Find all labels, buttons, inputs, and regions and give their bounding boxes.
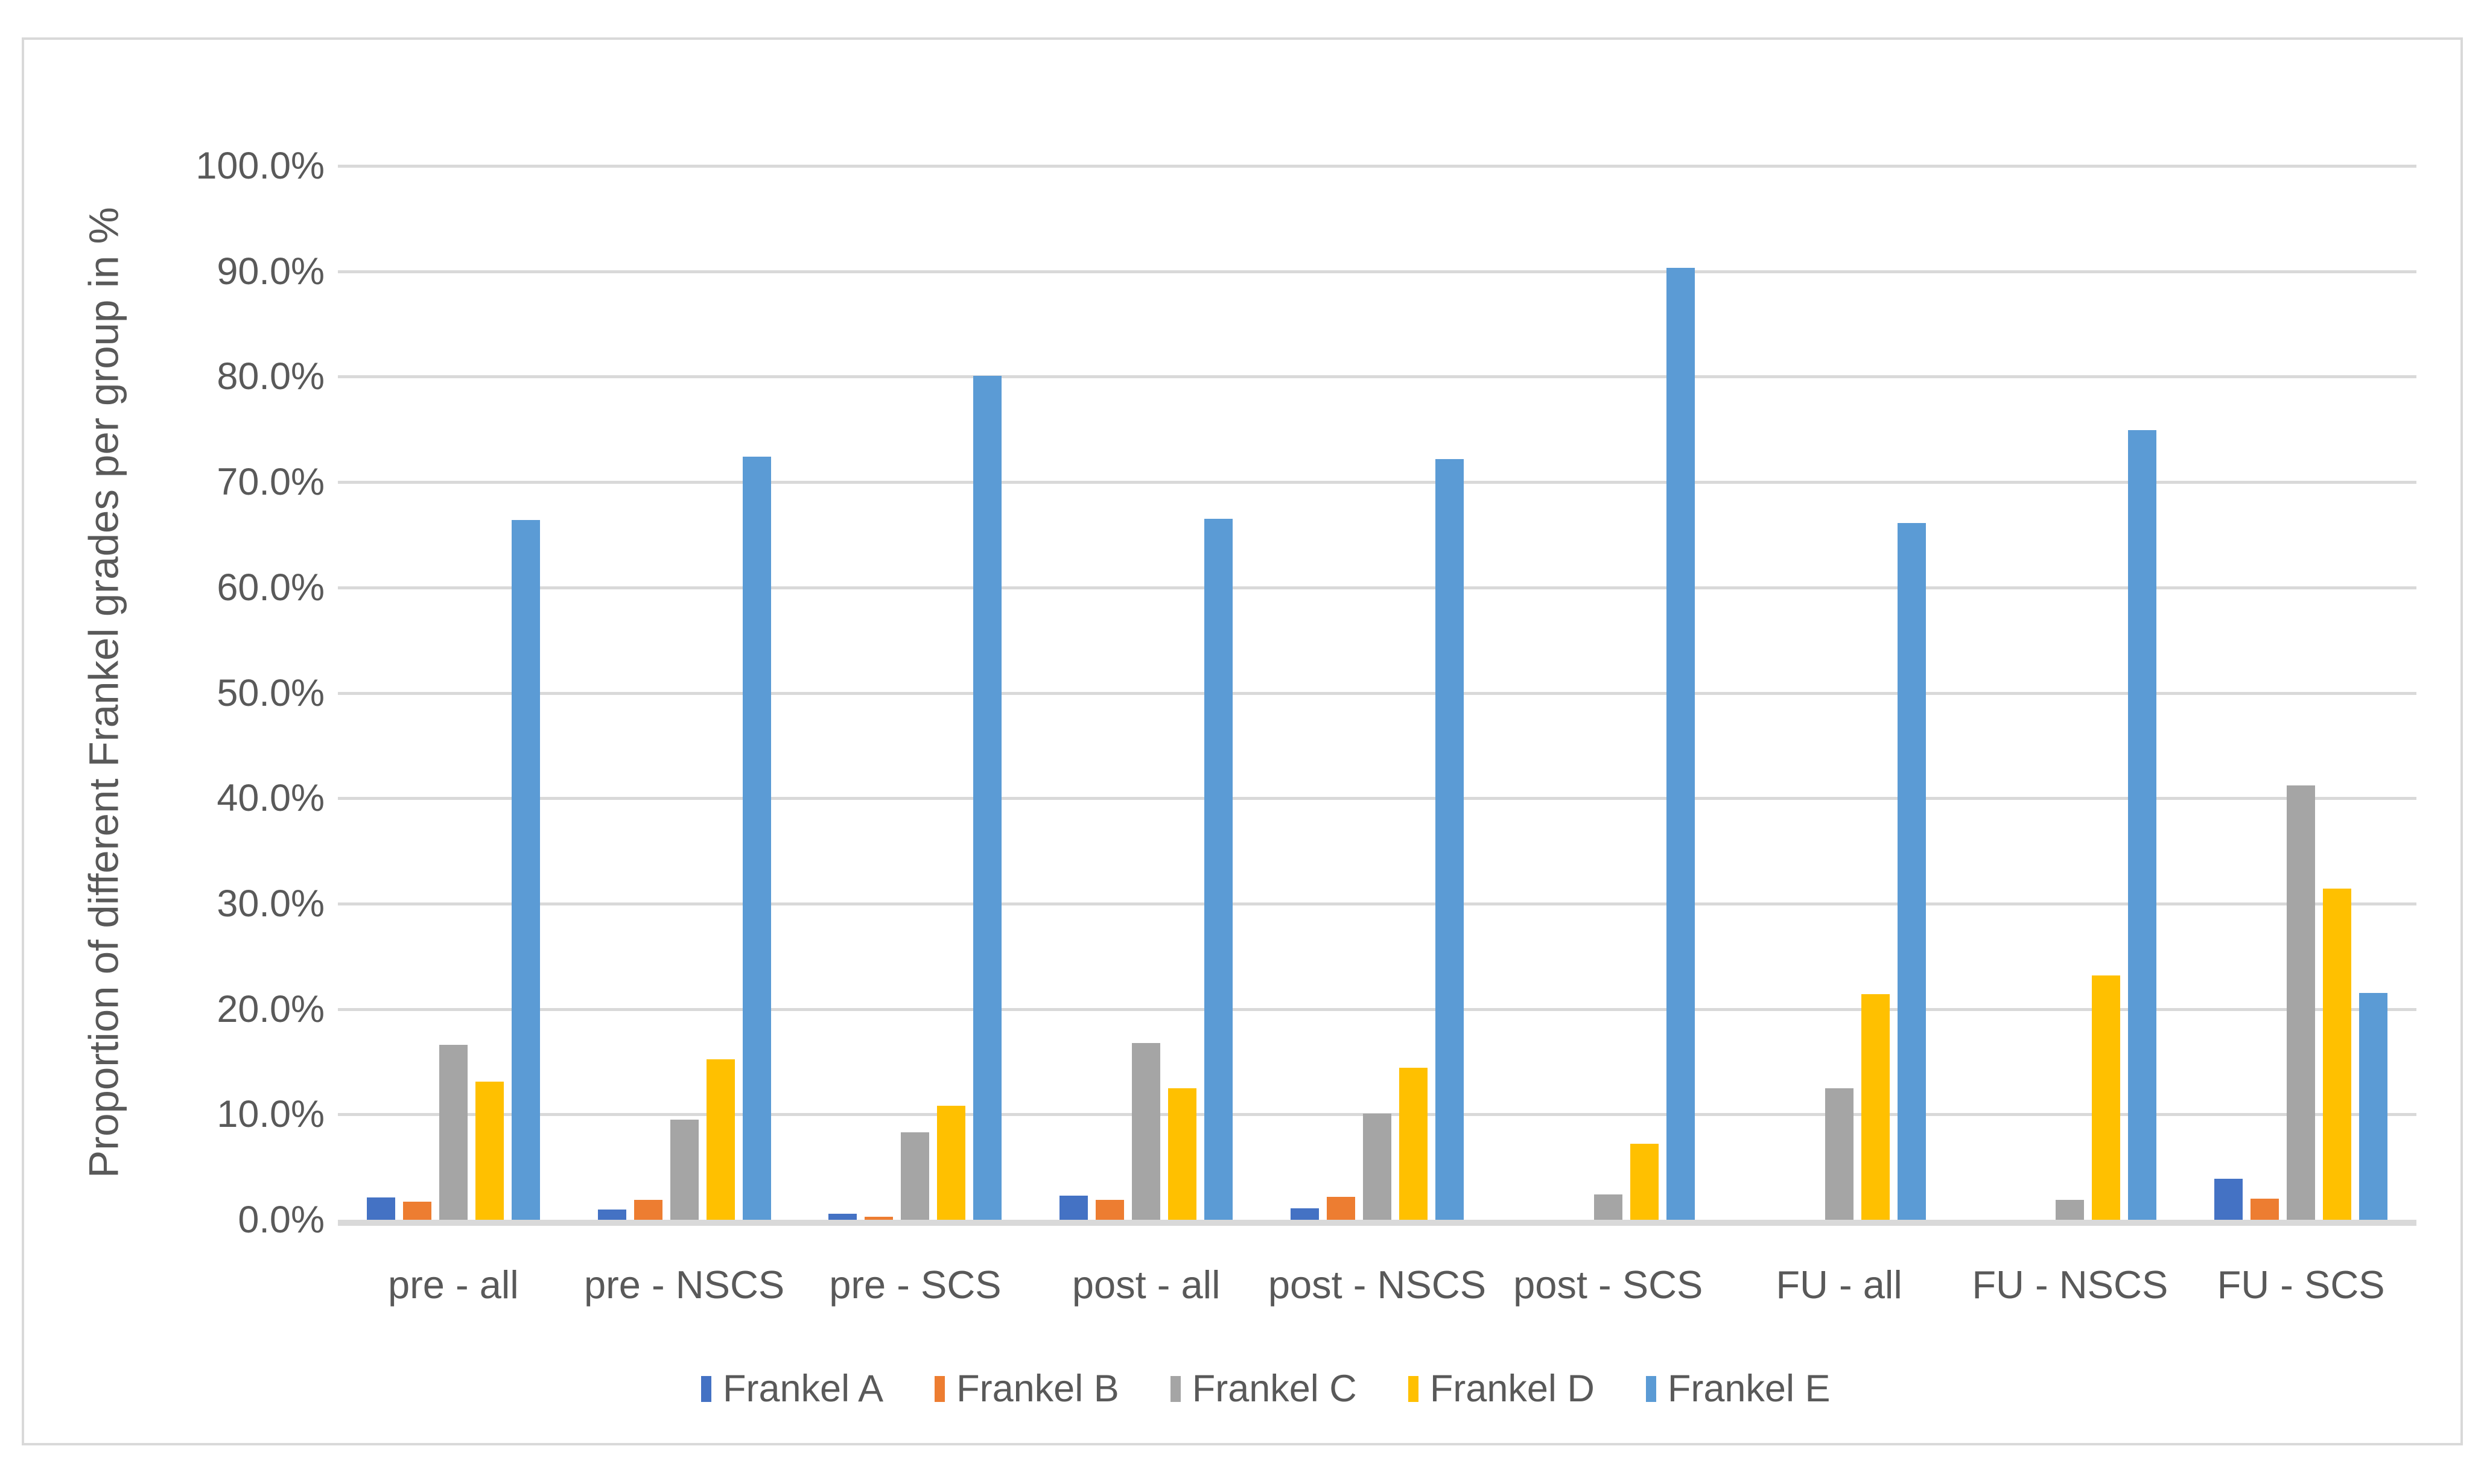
legend-swatch-icon	[701, 1375, 711, 1402]
y-tick-label: 90.0%	[217, 250, 325, 293]
y-tick-label: 40.0%	[217, 777, 325, 820]
y-tick-label: 100.0%	[195, 145, 325, 187]
bar-frankel-a	[597, 1209, 626, 1220]
legend-label: Frankel E	[1667, 1368, 1831, 1410]
legend-item: Frankel B	[935, 1367, 1119, 1410]
bar-frankel-c	[2287, 785, 2316, 1220]
bar-frankel-e	[973, 375, 1002, 1220]
bar-frankel-d	[475, 1082, 504, 1220]
bar-frankel-e	[1666, 268, 1695, 1220]
bar-frankel-e	[1204, 519, 1233, 1220]
legend-swatch-icon	[1170, 1375, 1181, 1402]
bar-frankel-e	[1897, 523, 1926, 1220]
x-axis-line	[338, 1220, 2416, 1226]
bar-frankel-e	[511, 519, 540, 1220]
bar-frankel-d	[1630, 1144, 1659, 1220]
bar-frankel-d	[1399, 1068, 1428, 1220]
y-tick-label: 30.0%	[217, 882, 325, 925]
category-label: post - NSCS	[1268, 1263, 1487, 1307]
bar-frankel-b	[865, 1216, 894, 1220]
y-tick-label: 80.0%	[217, 355, 325, 398]
legend-swatch-icon	[1408, 1375, 1418, 1402]
category-label: pre - SCS	[829, 1263, 1002, 1307]
legend-item: Frankel C	[1170, 1367, 1357, 1410]
bar-frankel-a	[366, 1197, 395, 1220]
y-axis-title: Proportion of different Frankel grades p…	[80, 207, 127, 1178]
bar-frankel-a	[1291, 1208, 1319, 1220]
y-tick-label: 10.0%	[217, 1093, 325, 1136]
category-label: pre - NSCS	[583, 1263, 785, 1307]
legend-label: Frankel D	[1429, 1368, 1595, 1410]
legend-item: Frankel D	[1408, 1367, 1595, 1410]
chart-border	[22, 37, 2463, 1445]
y-tick-label: 0.0%	[238, 1199, 325, 1241]
bar-frankel-e	[2359, 993, 2388, 1220]
legend-item: Frankel A	[701, 1367, 883, 1410]
bar-frankel-d	[2323, 889, 2352, 1220]
y-tick-label: 70.0%	[217, 461, 325, 504]
bar-frankel-d	[2092, 975, 2121, 1220]
bar-frankel-e	[2128, 430, 2157, 1220]
bar-frankel-d	[706, 1059, 735, 1220]
bar-frankel-d	[1168, 1088, 1197, 1220]
bar-frankel-b	[634, 1199, 662, 1220]
bar-frankel-c	[2056, 1199, 2085, 1220]
y-tick-label: 60.0%	[217, 566, 325, 609]
bar-frankel-c	[901, 1132, 930, 1220]
legend-label: Frankel A	[723, 1368, 884, 1410]
gridline	[338, 902, 2416, 905]
bar-frankel-b	[402, 1202, 431, 1220]
legend-swatch-icon	[935, 1375, 945, 1402]
bar-frankel-b	[1096, 1199, 1125, 1220]
bar-frankel-c	[1132, 1042, 1161, 1220]
legend-label: Frankel C	[1192, 1368, 1357, 1410]
bar-frankel-b	[2251, 1199, 2279, 1220]
gridline	[338, 165, 2416, 168]
bar-frankel-c	[1825, 1088, 1853, 1220]
category-label: FU - all	[1776, 1263, 1902, 1307]
gridline	[338, 691, 2416, 695]
legend: Frankel A Frankel B Frankel C Frankel D Fran…	[701, 1367, 1831, 1410]
bar-frankel-c	[1363, 1113, 1391, 1220]
category-label: pre - all	[388, 1263, 519, 1307]
legend-item: Frankel E	[1645, 1367, 1831, 1410]
bar-frankel-d	[937, 1106, 966, 1220]
gridline	[338, 481, 2416, 484]
bar-frankel-c	[670, 1120, 699, 1220]
bar-frankel-c	[1593, 1194, 1622, 1220]
bar-frankel-d	[1861, 994, 1890, 1220]
y-tick-label: 20.0%	[217, 988, 325, 1030]
gridline	[338, 1007, 2416, 1011]
legend-label: Frankel B	[956, 1368, 1119, 1410]
bar-frankel-b	[1327, 1196, 1355, 1220]
gridline	[338, 270, 2416, 273]
category-label: FU - SCS	[2217, 1263, 2385, 1307]
bar-frankel-e	[742, 457, 771, 1220]
gridline	[338, 375, 2416, 379]
category-label: post - all	[1072, 1263, 1221, 1307]
bar-frankel-a	[1059, 1195, 1088, 1220]
bar-frankel-a	[2214, 1178, 2243, 1220]
gridline	[338, 797, 2416, 801]
category-label: post - SCS	[1513, 1263, 1703, 1307]
legend-swatch-icon	[1645, 1375, 1656, 1402]
bar-frankel-e	[1435, 458, 1464, 1220]
bar-frankel-a	[828, 1213, 857, 1220]
category-label: FU - NSCS	[1972, 1263, 2168, 1307]
y-tick-label: 50.0%	[217, 671, 325, 714]
bar-frankel-c	[439, 1044, 468, 1220]
gridline	[338, 586, 2416, 589]
